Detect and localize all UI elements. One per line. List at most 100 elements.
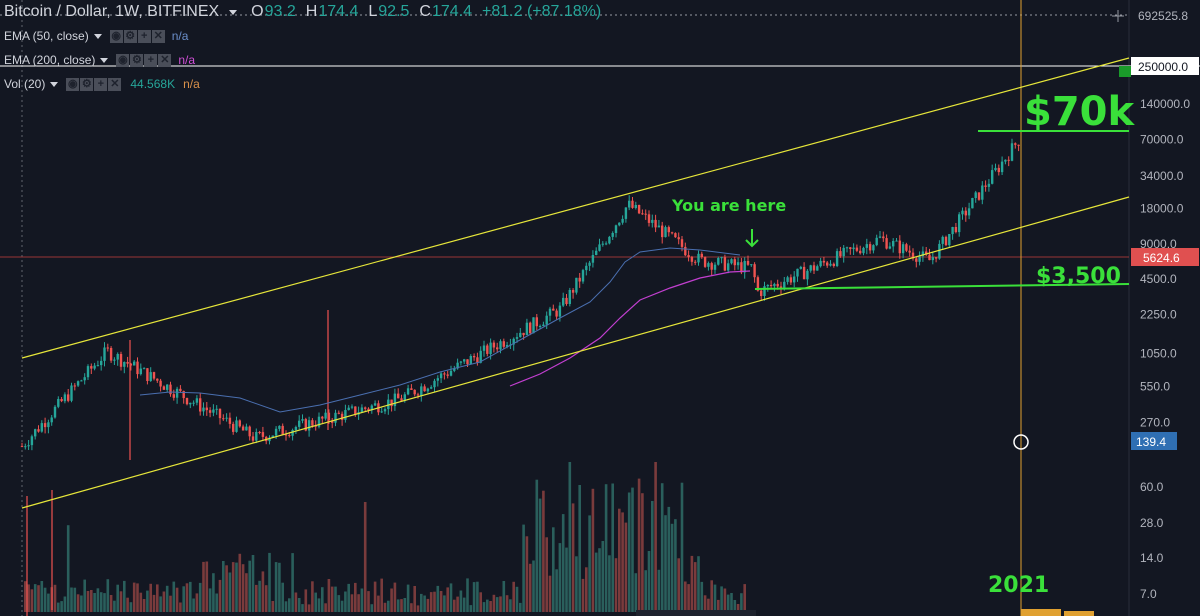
volume-bar: [231, 562, 235, 612]
volume-bar: [707, 598, 710, 612]
close-icon[interactable]: ✕: [108, 77, 122, 91]
gear-icon[interactable]: ⚙: [123, 29, 137, 43]
candle-body: [364, 407, 367, 409]
volume-bar: [466, 578, 469, 612]
indicator-label[interactable]: Vol (20): [4, 77, 46, 91]
candle-body: [472, 356, 476, 358]
channel-upper-line: [21, 57, 1130, 359]
candle-body: [109, 348, 113, 361]
candle-body: [925, 251, 928, 255]
candle-body: [86, 366, 90, 378]
candle-body: [403, 394, 406, 401]
candle-body: [119, 354, 123, 367]
candle-body: [284, 434, 288, 436]
volume-bar: [139, 592, 143, 612]
volume-bar: [627, 492, 631, 612]
chevron-down-icon[interactable]: [229, 9, 238, 15]
indicator-label[interactable]: EMA (200, close): [4, 53, 96, 67]
candle-body: [571, 290, 575, 293]
symbol-title[interactable]: Bitcoin / Dollar, 1W, BITFINEX: [4, 3, 220, 20]
candle-body: [703, 257, 707, 267]
candle-body: [878, 236, 882, 238]
candle-body: [436, 378, 439, 381]
axis-tick-label: 14.0: [1140, 551, 1164, 565]
plus-icon[interactable]: +: [137, 29, 151, 43]
candle-body: [717, 258, 720, 265]
candle-body: [215, 408, 218, 410]
volume-bar: [218, 579, 222, 612]
candle-body: [324, 412, 327, 419]
candle-body: [812, 265, 816, 271]
volume-bar: [631, 487, 634, 612]
chevron-down-icon[interactable]: [93, 33, 102, 39]
candle-body: [684, 246, 687, 256]
candle-body: [175, 388, 179, 398]
candle-body: [50, 417, 53, 423]
volume-bar: [294, 592, 298, 612]
candle-body: [710, 263, 713, 270]
volume-bar: [641, 493, 644, 612]
volume-bar: [522, 524, 525, 612]
candle-body: [694, 261, 697, 263]
axis-plus-icon[interactable]: [1112, 10, 1124, 22]
volume-bar: [324, 603, 327, 612]
volume-bar: [713, 584, 717, 612]
candle-body: [360, 407, 364, 413]
volume-bar: [416, 605, 420, 612]
candle-body: [948, 234, 951, 246]
candle-body: [90, 366, 93, 369]
volume-bar: [119, 591, 123, 612]
candle-body: [416, 394, 420, 396]
plus-icon[interactable]: +: [144, 53, 158, 67]
eye-icon[interactable]: ◉: [109, 29, 123, 43]
price-axis[interactable]: 140000.0 70000.0 34000.0 18000.0 9000.0 4500.…: [1140, 97, 1190, 601]
volume-bar: [268, 552, 271, 612]
volume-bar: [637, 478, 641, 612]
plus-icon[interactable]: +: [94, 77, 108, 91]
close-icon[interactable]: ✕: [158, 53, 172, 67]
candle-body: [595, 250, 598, 255]
candle-body: [822, 260, 826, 263]
gear-icon[interactable]: ⚙: [130, 53, 144, 67]
volume-bar: [198, 582, 202, 612]
candle-body: [733, 259, 736, 266]
target-70k-label: $70k: [1024, 89, 1135, 135]
candle-body: [430, 387, 433, 389]
candle-body: [826, 262, 829, 266]
volume-bar: [129, 602, 133, 612]
chevron-down-icon[interactable]: [50, 81, 59, 87]
crosshair-circle[interactable]: [1013, 434, 1029, 450]
candle-body: [783, 281, 786, 288]
candle-body: [126, 362, 129, 364]
volume-bar: [238, 553, 242, 612]
candle-body: [760, 290, 763, 296]
volume-bar: [208, 588, 212, 612]
indicator-label[interactable]: EMA (50, close): [4, 29, 89, 43]
candle-body: [100, 360, 103, 366]
axis-tick-label: 270.0: [1140, 416, 1170, 430]
support-3500-label: $3,500: [1036, 264, 1121, 289]
candle-body: [908, 250, 911, 253]
volume-bar: [654, 462, 657, 612]
candle-body: [769, 285, 773, 287]
volume-bar: [393, 582, 397, 612]
candle-body: [832, 263, 835, 266]
eye-icon[interactable]: ◉: [116, 53, 130, 67]
candle-body: [977, 192, 981, 200]
gear-icon[interactable]: ⚙: [80, 77, 94, 91]
chevron-down-icon[interactable]: [100, 57, 109, 63]
volume-bar: [545, 537, 548, 612]
level-badge-250k-text: 250000.0: [1138, 60, 1188, 74]
candle-body: [727, 263, 730, 271]
candle-body: [634, 205, 637, 208]
volume-bar: [614, 558, 618, 612]
eye-icon[interactable]: ◉: [66, 77, 80, 91]
ema200-line: [509, 270, 751, 387]
close-icon[interactable]: ✕: [151, 29, 165, 43]
candle-body: [255, 432, 258, 441]
candle-body: [179, 388, 182, 391]
candle-body: [420, 386, 423, 396]
candle-body: [334, 412, 337, 423]
candle-body: [314, 425, 317, 427]
